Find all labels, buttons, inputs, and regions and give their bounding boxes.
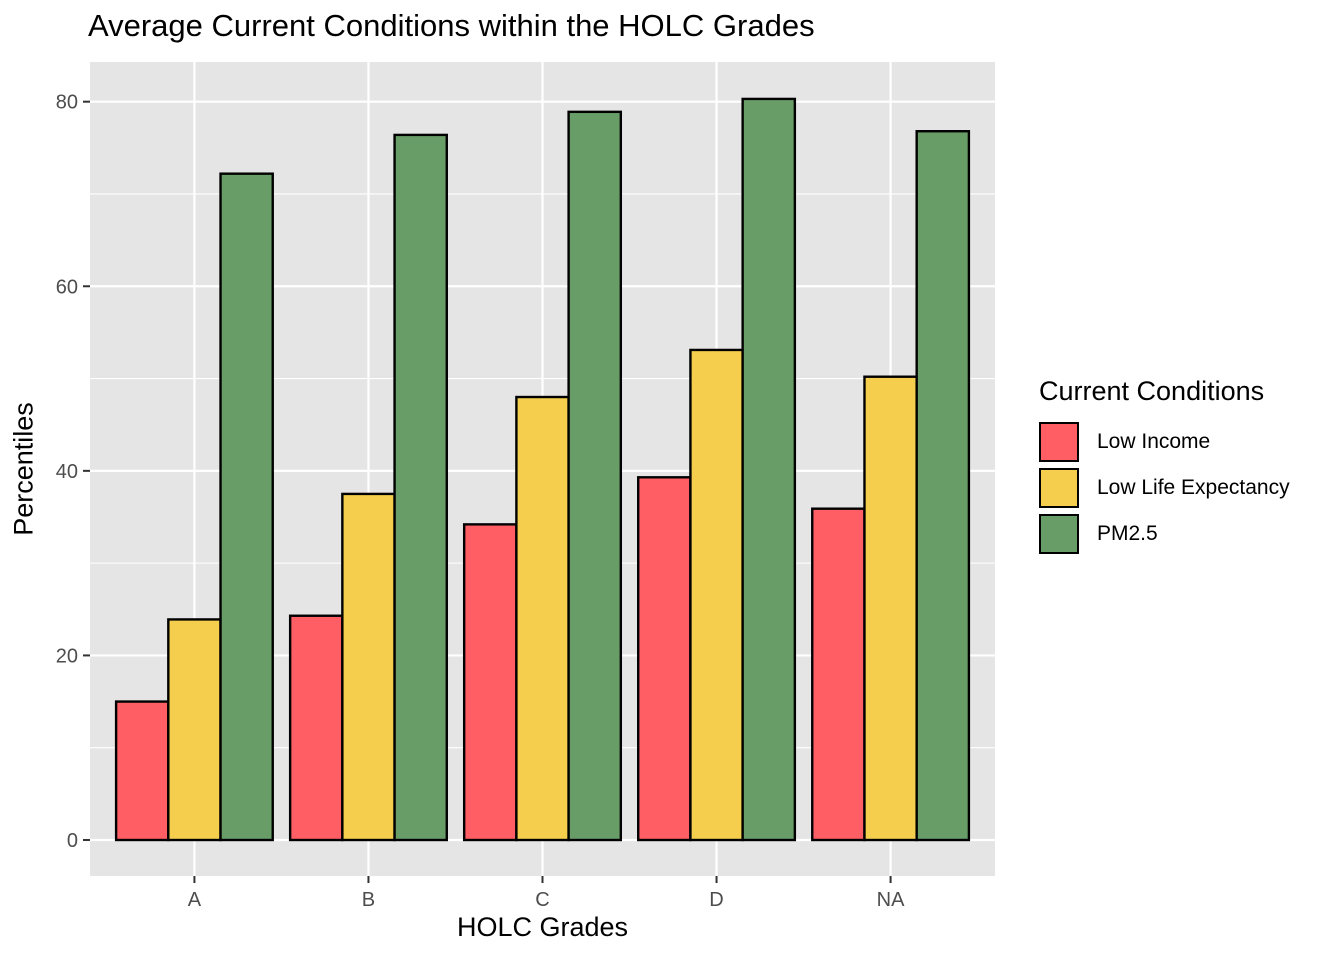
legend-label-pm25: PM2.5 <box>1097 522 1158 545</box>
legend-title: Current Conditions <box>1039 376 1265 406</box>
bar-low-life-expectancy-d <box>689 348 744 842</box>
bar-pm2-5-a <box>219 172 274 842</box>
x-tick-label: A <box>188 889 202 911</box>
y-tick-label: 20 <box>56 645 78 667</box>
bar-low-income-c <box>462 523 518 842</box>
bar-pm2-5-na <box>915 130 971 842</box>
legend-item-pm25: PM2.5 <box>1039 511 1290 557</box>
legend-key-pm25 <box>1039 514 1079 554</box>
x-tick-label: NA <box>877 889 905 911</box>
legend-key-low-income <box>1039 422 1079 462</box>
bar-low-income-b <box>288 614 344 842</box>
legend-label-low-income: Low Income <box>1097 430 1211 453</box>
legend-item-low-life-expectancy: Low Life Expectancy <box>1039 465 1290 511</box>
x-tick-label: B <box>362 889 375 911</box>
y-tick-label: 40 <box>56 461 78 483</box>
y-tick-label: 80 <box>56 92 78 114</box>
legend-key-low-life-expectancy <box>1039 468 1079 508</box>
bar-low-life-expectancy-b <box>341 492 396 842</box>
bar-pm2-5-c <box>567 110 623 842</box>
bar-low-life-expectancy-a <box>167 618 222 842</box>
x-axis-title: HOLC Grades <box>456 912 629 942</box>
bar-low-income-d <box>637 476 692 842</box>
bar-pm2-5-d <box>741 97 797 842</box>
legend: Current Conditions Low Income Low Life E… <box>1039 376 1290 557</box>
y-axis-title: Percentiles <box>8 402 39 536</box>
bar-low-life-expectancy-na <box>863 375 918 842</box>
bar-low-life-expectancy-c <box>515 395 570 842</box>
bar-low-income-na <box>811 507 866 842</box>
bar-low-income-a <box>114 700 170 842</box>
bar-pm2-5-b <box>393 133 448 842</box>
x-tick-label: C <box>535 889 549 911</box>
y-tick-label: 60 <box>56 276 78 298</box>
chart-title: Average Current Conditions within the HO… <box>88 8 815 43</box>
legend-item-low-income: Low Income <box>1039 419 1290 465</box>
x-tick-label: D <box>709 889 723 911</box>
y-tick-label: 0 <box>67 830 78 852</box>
legend-label-low-life-expectancy: Low Life Expectancy <box>1097 476 1290 499</box>
